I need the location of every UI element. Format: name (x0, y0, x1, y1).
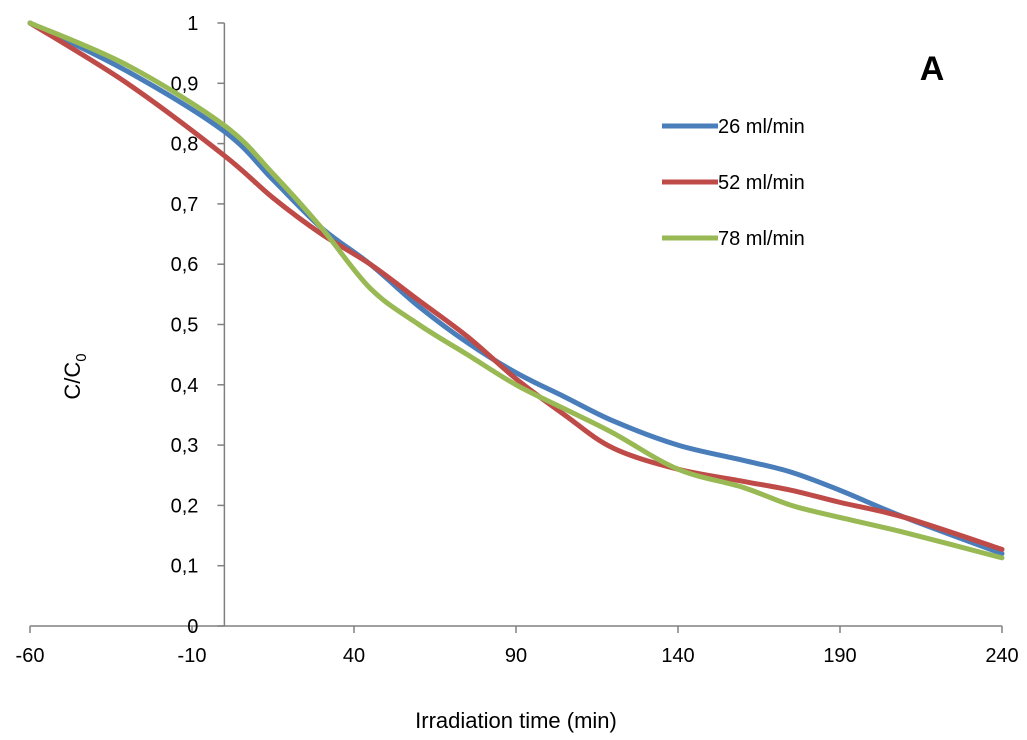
legend: 26 ml/min 52 ml/min 78 ml/min (662, 116, 805, 250)
y-tick-label: 1 (187, 13, 198, 35)
y-tick-label: 0,1 (171, 556, 199, 578)
series (27, 20, 1005, 561)
y-tick-label: 0,5 (171, 315, 199, 337)
y-axis-title-subscript: 0 (73, 353, 90, 361)
legend-label: 52 ml/min (718, 172, 805, 194)
x-tick-label: 140 (661, 645, 694, 667)
series-line-3 (27, 20, 1005, 561)
x-tick-label: 240 (985, 645, 1018, 667)
x-tick-label: -10 (178, 645, 207, 667)
x-tick-label: 190 (823, 645, 856, 667)
y-tick-label: 0,8 (171, 134, 199, 156)
y-tick-label: 0,6 (171, 254, 199, 276)
x-ticks: -60 -10 40 90 140 190 240 (16, 626, 1019, 667)
y-tick-label: 0,3 (171, 435, 199, 457)
x-axis-title: Irradiation time (min) (415, 708, 617, 733)
y-tick-label: 0,7 (171, 194, 199, 216)
x-tick-label: 40 (343, 645, 365, 667)
y-tick-label: 0 (187, 616, 198, 638)
x-tick-label: -60 (16, 645, 45, 667)
legend-label: 26 ml/min (718, 116, 805, 138)
y-ticks: 0 0,1 0,2 0,3 0,4 0,5 0,6 0,7 0,8 0,9 1 (171, 13, 225, 638)
x-tick-label: 90 (505, 645, 527, 667)
y-tick-label: 0,9 (171, 73, 199, 95)
series-line-1 (27, 20, 1005, 557)
y-axis-title-main: C/C (60, 362, 85, 400)
series-line-2 (27, 20, 1005, 552)
y-axis-title: C/C0 (60, 353, 90, 399)
legend-label: 78 ml/min (718, 228, 805, 250)
y-tick-label: 0,2 (171, 495, 199, 517)
panel-label: A (920, 50, 945, 88)
y-tick-label: 0,4 (171, 375, 199, 397)
